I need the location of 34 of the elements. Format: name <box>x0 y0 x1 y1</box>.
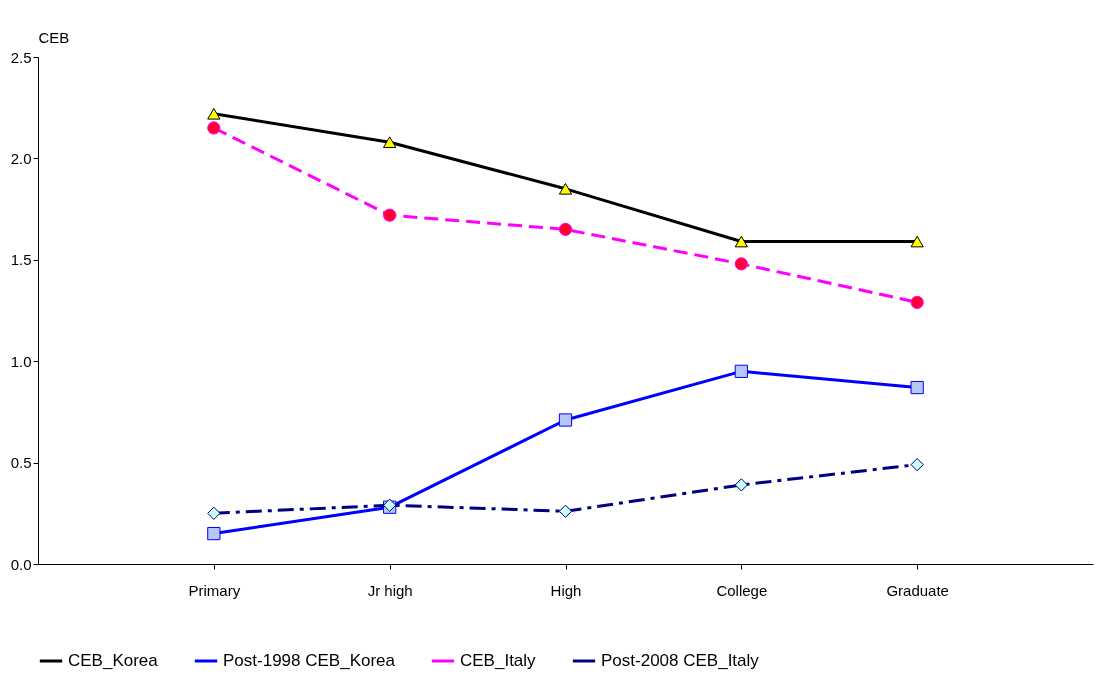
x-tick-label: High <box>550 581 582 599</box>
legend-label: CEB_Korea <box>68 651 159 670</box>
x-tick-label: Graduate <box>886 581 949 599</box>
y-tick-label: 1.5 <box>10 251 32 269</box>
x-tick-label: Primary <box>188 581 241 599</box>
point <box>734 257 748 271</box>
point <box>383 136 397 148</box>
point <box>910 295 924 309</box>
point <box>207 506 221 520</box>
legend-label: Post-1998 CEB_Korea <box>223 651 396 670</box>
point <box>558 222 573 236</box>
y-tick-label: 0.5 <box>10 454 32 472</box>
point <box>558 504 573 518</box>
y-tick-label: 0.0 <box>10 555 32 573</box>
legend-label: CEB_Italy <box>460 651 537 670</box>
x-tick-label: College <box>716 581 768 599</box>
point <box>734 478 748 492</box>
y-tick-label: 1.0 <box>10 352 32 370</box>
y-axis-title: CEB <box>38 28 70 46</box>
y-tick-label: 2.5 <box>10 48 32 66</box>
point <box>734 235 748 248</box>
x-tick-label: Jr high <box>367 581 413 599</box>
point <box>910 235 924 248</box>
y-tick-label: 2.0 <box>10 149 32 167</box>
point <box>207 121 221 135</box>
point <box>207 107 221 120</box>
point <box>910 380 924 395</box>
point <box>558 413 573 427</box>
legend-label: Post-2008 CEB_Italy <box>601 651 760 670</box>
point <box>383 208 397 222</box>
point <box>734 364 748 378</box>
point <box>558 183 573 195</box>
point <box>910 458 924 472</box>
point <box>207 526 221 541</box>
